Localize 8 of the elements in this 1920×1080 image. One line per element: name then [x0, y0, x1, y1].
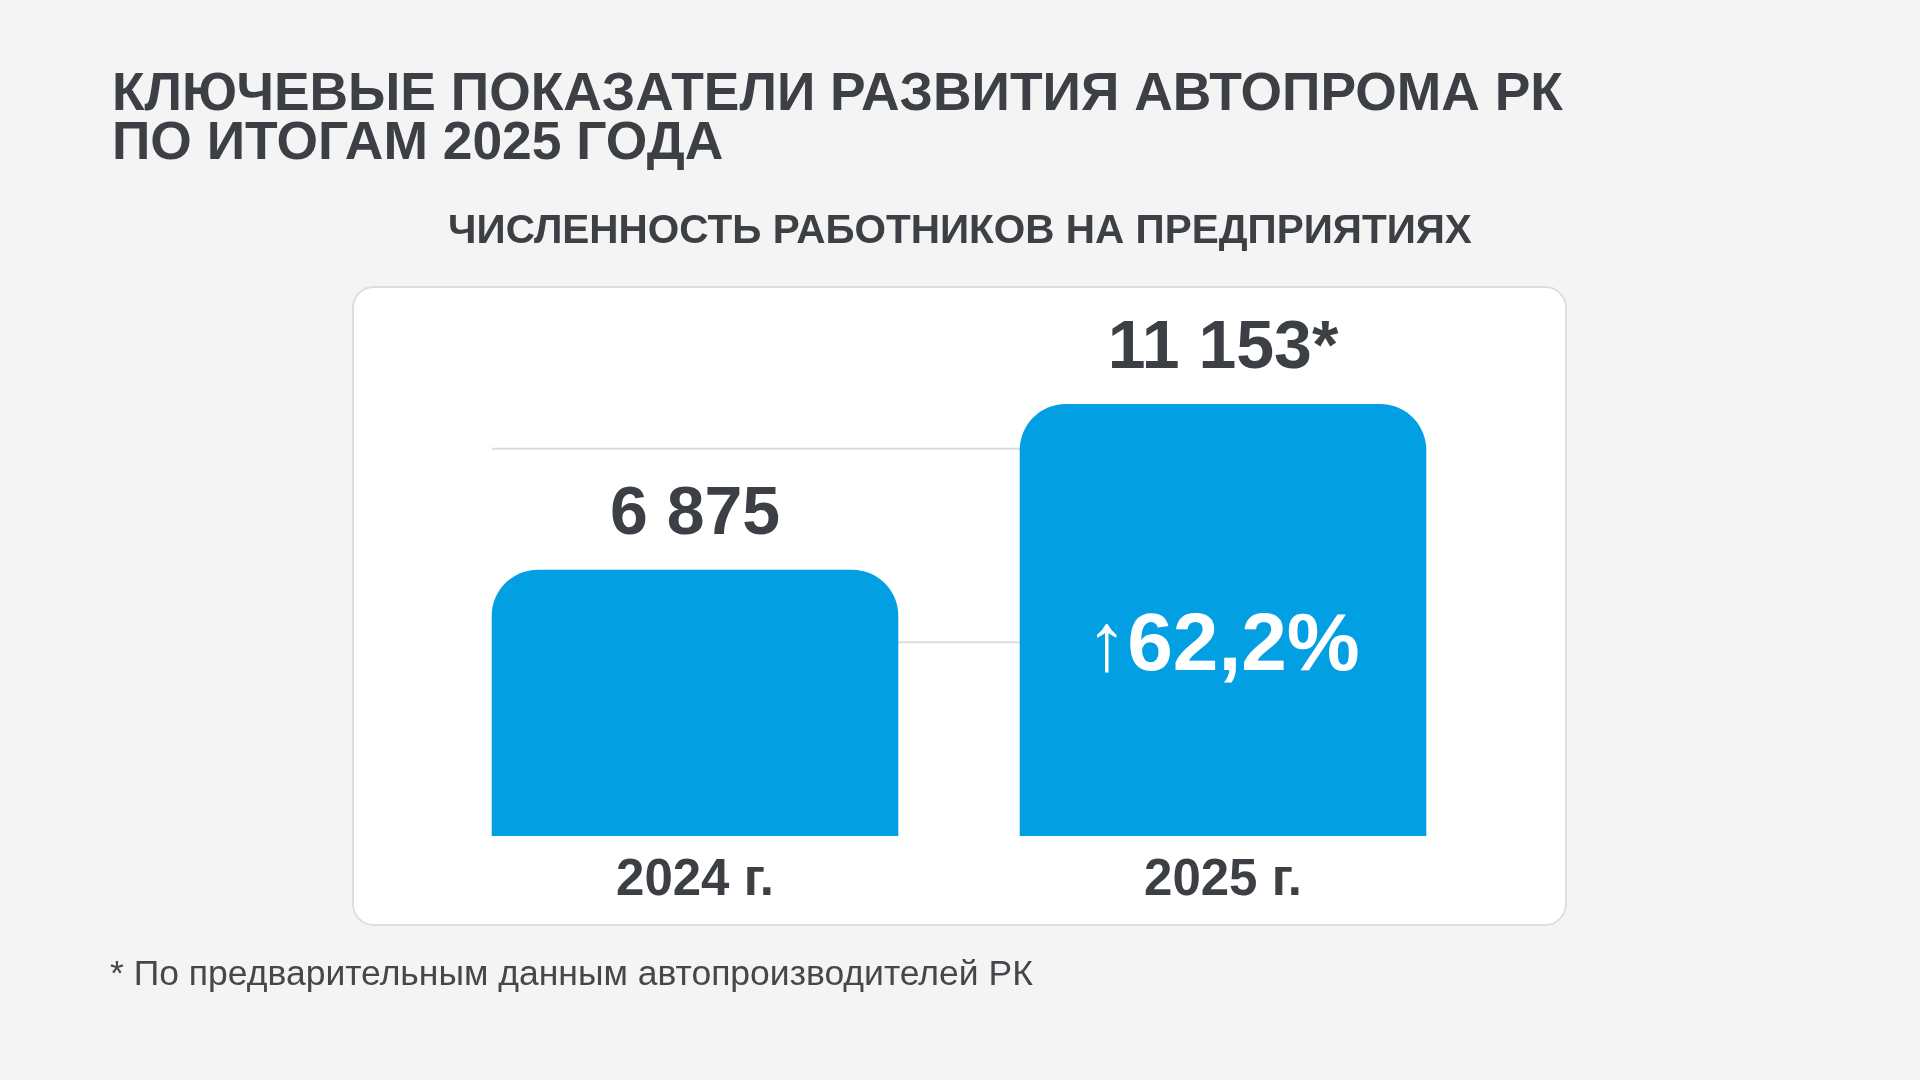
- text: * По предварительным данным автопроизводителей РК: [110, 952, 1033, 994]
- annotation: ↑62,2%: [1086, 596, 1360, 688]
- x-tick-label: 2025 г.: [1144, 849, 1302, 906]
- x-tick-label: 2024 г.: [616, 849, 774, 906]
- chart-title: КЛЮЧЕВЫЕ ПОКАЗАТЕЛИ РАЗВИТИЯ АВТОПРОМА РК ПО ИТОГАМ 2025 ГОДА: [112, 62, 1564, 170]
- chart-subtitle: ЧИСЛЕННОСТЬ РАБОТНИКОВ НА ПРЕДПРИЯТИЯХ: [447, 206, 1473, 252]
- data-label: 6 875: [609, 471, 781, 548]
- data-label: 11 153*: [1107, 306, 1339, 382]
